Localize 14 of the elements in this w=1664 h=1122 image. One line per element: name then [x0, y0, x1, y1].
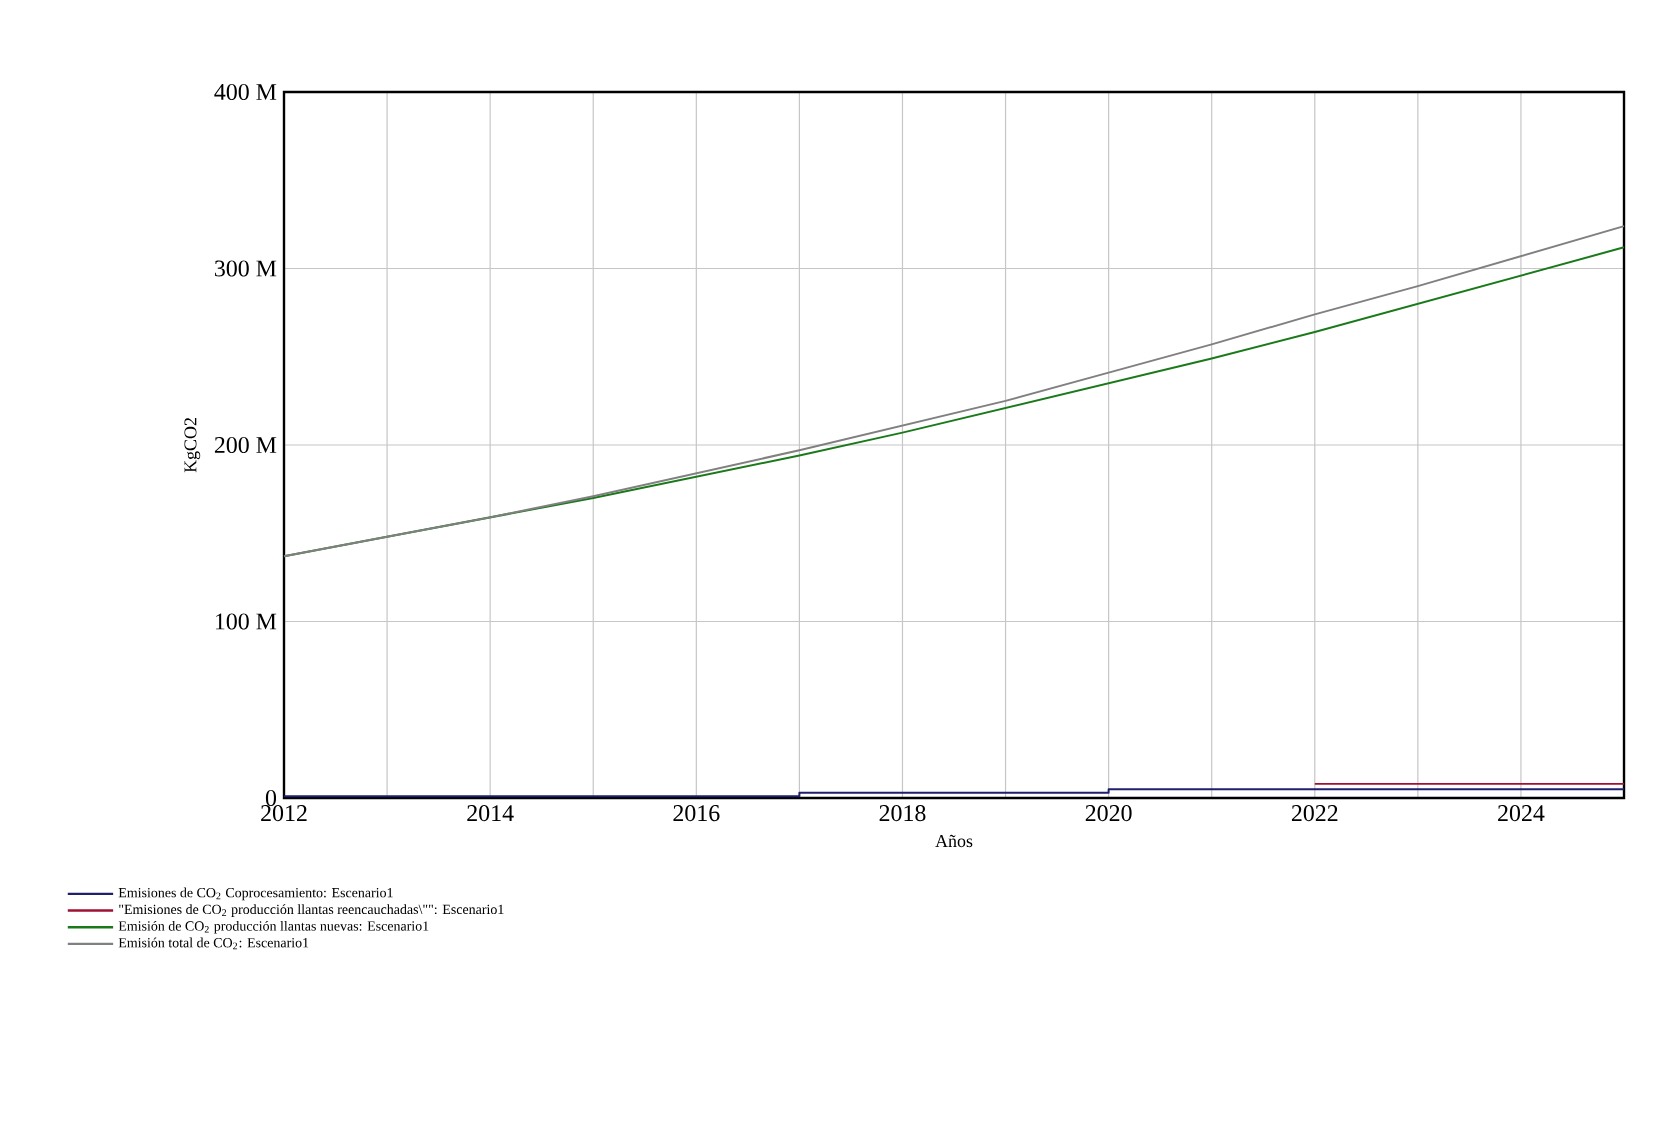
x-tick-label: 2024 [1498, 805, 1545, 822]
y-tick-label: 300 M [215, 260, 277, 277]
y-tick-label: 0 [265, 789, 277, 807]
x-tick-label: 2022 [1291, 805, 1338, 822]
x-tick-label: 2016 [673, 805, 720, 822]
x-tick-label: 2018 [879, 805, 926, 822]
x-axis-title: Años [935, 834, 973, 848]
y-tick-label: 100 M [215, 613, 277, 630]
y-tick-label: 200 M [214, 436, 277, 454]
x-tick-label: 2012 [261, 805, 307, 822]
y-axis-title: KgCO2 [184, 418, 201, 473]
x-tick-label: 2014 [467, 805, 514, 822]
x-tick-label: 2020 [1085, 805, 1132, 822]
y-tick-label: 400 M [214, 83, 277, 101]
